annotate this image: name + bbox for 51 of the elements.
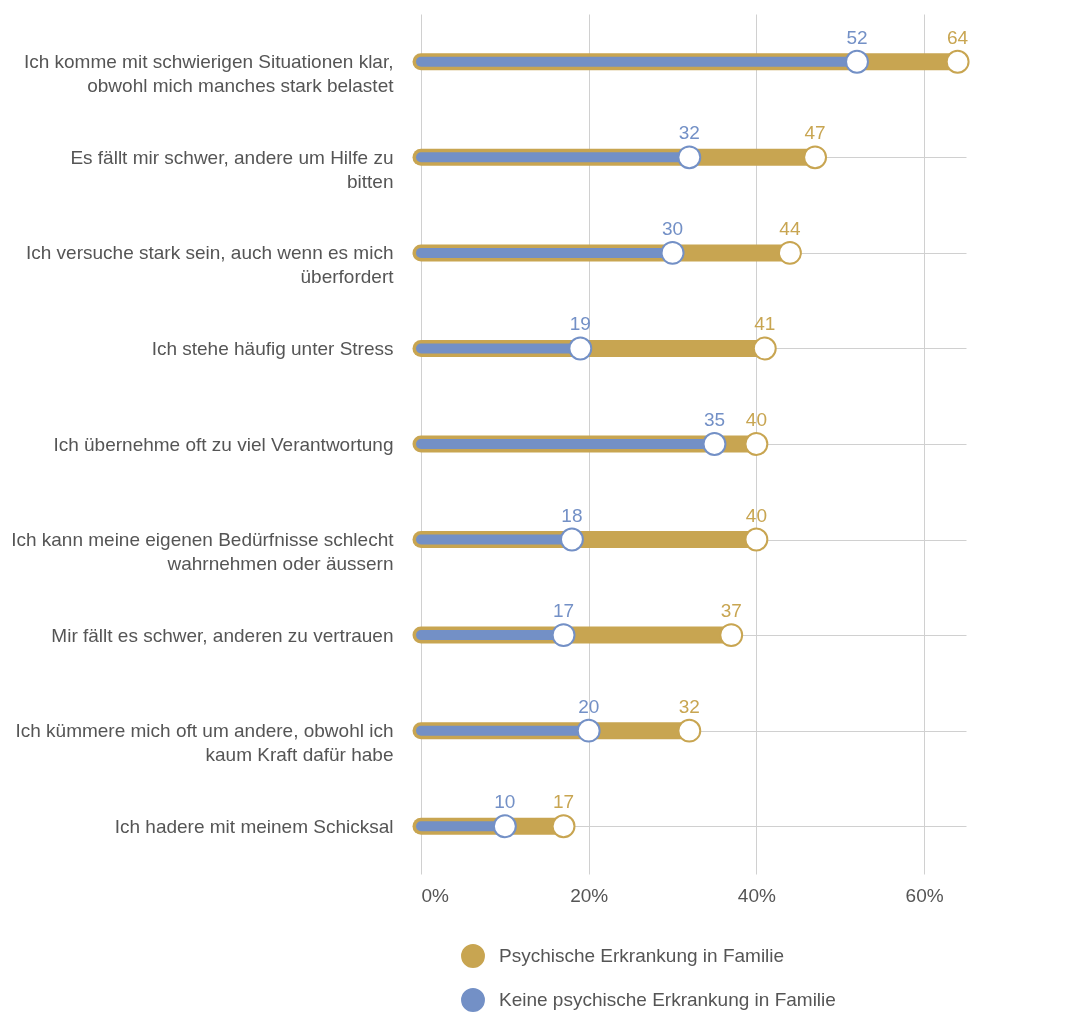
y-tick-label: Ich stehe häufig unter Stress (151, 337, 394, 359)
data-label: 30 (661, 217, 684, 239)
data-label: 41 (754, 313, 776, 335)
data-label: 44 (779, 217, 801, 239)
data-label: 52 (846, 26, 868, 48)
point (752, 336, 777, 361)
data-label: 17 (552, 791, 575, 813)
y-tick-label: Ich hadere mit meinem Schicksal (114, 815, 394, 837)
point (777, 240, 802, 265)
data-label: 47 (804, 122, 826, 144)
data-label: 32 (678, 695, 700, 717)
point (660, 240, 685, 265)
point (551, 623, 576, 648)
legend-label: Keine psychische Erkrankung in Familie (499, 989, 836, 1010)
y-tick-label: Ich komme mit schwierigen Situationen klar, obwohl mich manches stark belastet (23, 51, 395, 97)
y-tick-label: Es fällt mir schwer, andere um Hilfe zu bitten (70, 146, 394, 192)
x-tick-label: 0% (421, 884, 450, 906)
point (744, 527, 769, 552)
point (744, 432, 769, 456)
point (677, 718, 702, 743)
y-tick-label: Mir fällt es schwer, anderen zu vertrauen (51, 624, 394, 646)
point (551, 814, 576, 839)
data-label: 20 (578, 695, 600, 717)
data-label: 19 (569, 313, 591, 335)
point (845, 49, 869, 74)
legend-label: Psychische Erkrankung in Familie (499, 945, 785, 966)
data-label: 10 (494, 791, 516, 813)
data-label: 32 (678, 122, 700, 144)
point (702, 432, 727, 456)
data-label: 37 (720, 600, 742, 622)
x-tick-label: 40% (737, 884, 776, 906)
y-tick-label: Ich versuche stark sein, auch wenn es mich überfordert (25, 242, 395, 288)
y-tick-label: Ich kann meine eigenen Bedürfnisse schlecht wahrnehmen oder äussern (11, 529, 395, 575)
data-label: 40 (745, 504, 767, 526)
x-tick-label: 60% (905, 884, 944, 906)
point (576, 718, 601, 743)
data-label: 18 (561, 504, 583, 526)
data-label: 35 (703, 409, 726, 430)
y-tick-label: Ich kümmere mich oft um andere, obwohl ich kaum Kraft dafür habe (15, 720, 394, 766)
x-tick-label: 20% (570, 884, 609, 906)
y-tick-label: Ich übernehme oft zu viel Verantwortung (53, 433, 394, 455)
point (492, 814, 517, 839)
point (803, 145, 828, 170)
point (945, 49, 970, 74)
point (559, 527, 584, 552)
point (719, 623, 744, 648)
data-label: 40 (745, 409, 767, 430)
data-label: 17 (552, 600, 575, 622)
point (677, 145, 702, 170)
point (568, 336, 593, 361)
data-label: 64 (947, 26, 969, 48)
